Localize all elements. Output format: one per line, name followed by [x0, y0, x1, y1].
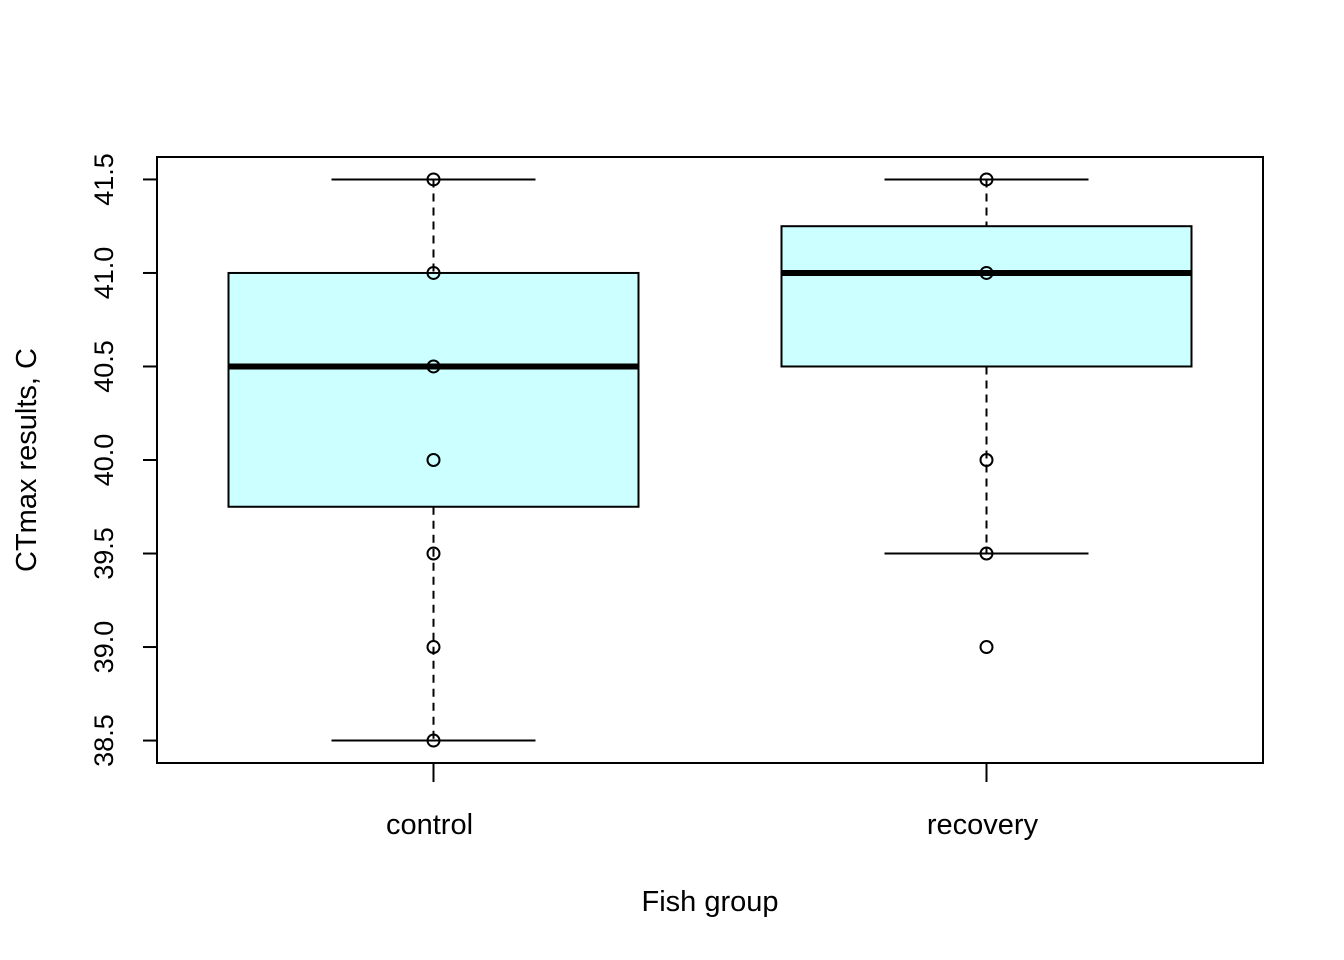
y-axis-title: CTmax results, C	[11, 348, 43, 572]
x-axis-title: Fish group	[641, 886, 778, 918]
y-tick-label: 41.0	[89, 247, 119, 300]
data-point-recovery	[979, 640, 994, 655]
y-tick-label: 40.5	[89, 340, 119, 393]
data-point-recovery	[979, 172, 994, 187]
x-tick-label-recovery: recovery	[927, 809, 1039, 841]
y-tick-label: 39.0	[89, 621, 119, 674]
box-recovery	[780, 225, 1193, 368]
box-control	[227, 271, 640, 508]
data-point-recovery	[979, 546, 994, 561]
data-point-recovery	[979, 265, 994, 280]
data-point-control	[426, 640, 441, 655]
data-point-recovery	[979, 453, 994, 467]
data-point-control	[426, 546, 441, 561]
plot-area: 38.5 39.0 39.5 40.0 40.5 41.0 41.5 control recov…	[89, 153, 1264, 841]
x-tick-label-control: control	[386, 809, 473, 841]
data-point-control	[426, 359, 441, 374]
y-tick-label: 40.0	[89, 434, 119, 487]
y-tick-label: 41.5	[89, 153, 119, 206]
data-point-control	[426, 265, 441, 280]
data-point-control	[426, 172, 441, 187]
data-point-control	[426, 733, 441, 748]
y-tick-label: 39.5	[89, 527, 119, 580]
data-point-control	[426, 453, 441, 467]
y-tick-label: 38.5	[89, 714, 119, 767]
